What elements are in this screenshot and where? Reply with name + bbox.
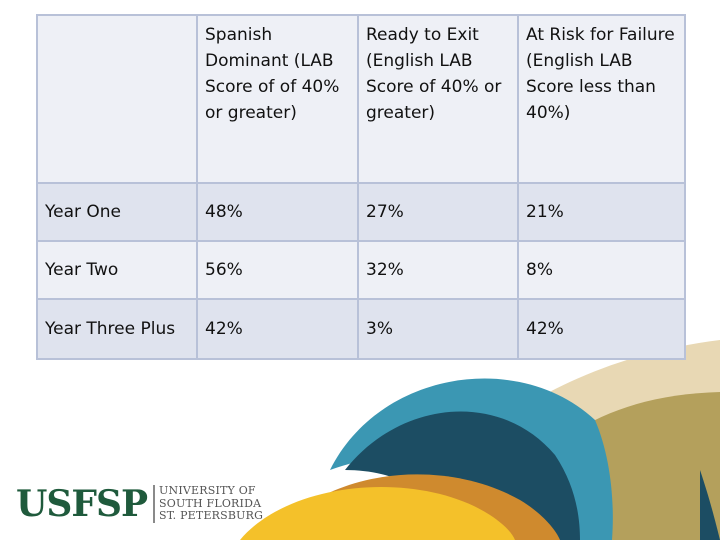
table-cell: 8% xyxy=(517,240,686,300)
row-label: Year Three Plus xyxy=(36,298,198,360)
table-row: Year Three Plus 42% 3% 42% xyxy=(36,298,686,360)
logo-line: UNIVERSITY OF xyxy=(159,484,256,498)
table-row: Year Two 56% 32% 8% xyxy=(36,240,686,300)
row-label: Year One xyxy=(36,182,198,242)
table-cell: 56% xyxy=(196,240,359,300)
usfsp-logo: USFSP UNIVERSITY OF SOUTH FLORIDA ST. PE… xyxy=(16,483,263,525)
table-cell: 3% xyxy=(357,298,519,360)
table-cell: 42% xyxy=(517,298,686,360)
header-ready-to-exit: Ready to Exit (English LAB Score of 40% … xyxy=(357,14,519,184)
table-cell: 21% xyxy=(517,182,686,242)
header-spanish-dominant: Spanish Dominant (LAB Score of of 40% or… xyxy=(196,14,359,184)
gold-wave xyxy=(240,487,515,540)
table-cell: 42% xyxy=(196,298,359,360)
logo-line: SOUTH FLORIDA xyxy=(159,496,262,510)
table-row: Year One 48% 27% 21% xyxy=(36,182,686,242)
logo-university-name: UNIVERSITY OF SOUTH FLORIDA ST. PETERSBU… xyxy=(159,485,263,523)
header-at-risk: At Risk for Failure (English LAB Score l… xyxy=(517,14,686,184)
table-cell: 48% xyxy=(196,182,359,242)
logo-wordmark: USFSP xyxy=(16,483,148,525)
lab-score-table: Spanish Dominant (LAB Score of of 40% or… xyxy=(36,14,686,360)
table-cell: 32% xyxy=(357,240,519,300)
table-header-row: Spanish Dominant (LAB Score of of 40% or… xyxy=(36,14,686,184)
table-cell: 27% xyxy=(357,182,519,242)
navy-accent-right xyxy=(700,470,720,540)
row-label: Year Two xyxy=(36,240,198,300)
logo-line: ST. PETERSBURG xyxy=(159,509,264,523)
header-cell-empty xyxy=(36,14,198,184)
logo-divider xyxy=(153,485,156,523)
